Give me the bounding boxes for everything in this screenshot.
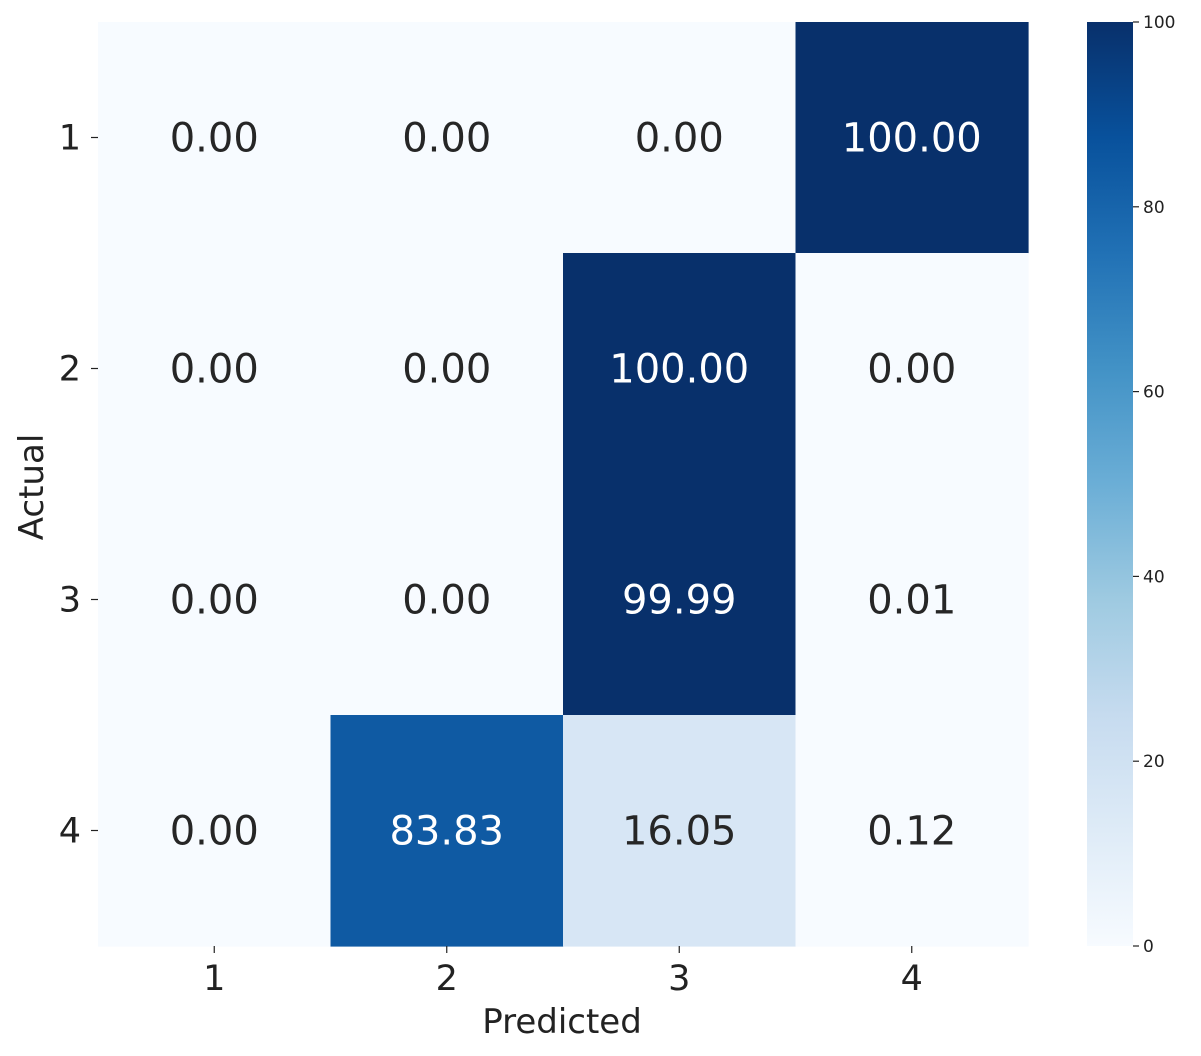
y-tick-label: 4: [59, 812, 81, 852]
heatmap-cell-r2-c1: [98, 253, 332, 485]
heatmap-cell-r1-c3: [563, 22, 797, 254]
cell-value-label: 16.05: [622, 809, 737, 855]
cell-value-label: 0.00: [170, 347, 259, 393]
x-axis-label: Predicted: [482, 1002, 642, 1042]
heatmap-cell-r2-c3: [563, 253, 797, 485]
cell-value-label: 100.00: [842, 116, 982, 162]
x-tick-label: 1: [203, 959, 225, 999]
heatmap-cell-r1-c1: [98, 22, 332, 254]
x-axis-ticks: 1 2 3 4: [203, 946, 923, 999]
heatmap-cell-labels: 0.00 0.00 0.00 100.00 0.00 0.00 100.00 0.00 0.00…: [170, 116, 982, 855]
heatmap-cell-r1-c2: [330, 22, 564, 254]
cell-value-label: 0.00: [402, 347, 491, 393]
colorbar-tick-label: 0: [1143, 937, 1154, 957]
colorbar-tick-label: 20: [1143, 752, 1165, 772]
cell-value-label: 0.01: [867, 578, 956, 624]
cell-value-label: 0.00: [402, 116, 491, 162]
colorbar-ticks: 0 20 40 60 80 100: [1133, 13, 1175, 957]
cell-value-label: 83.83: [389, 809, 504, 855]
heatmap-cell-r3-c3: [563, 484, 797, 716]
colorbar-tick-label: 80: [1143, 198, 1165, 218]
y-axis-label: Actual: [12, 434, 52, 541]
colorbar: [1087, 22, 1133, 946]
cell-value-label: 0.00: [170, 578, 259, 624]
heatmap-cell-r4-c3: [563, 715, 797, 947]
heatmap-cell-r4-c1: [98, 715, 332, 947]
heatmap-cell-r1-c4: [795, 22, 1029, 254]
cell-value-label: 0.00: [635, 116, 724, 162]
cell-value-label: 0.00: [867, 347, 956, 393]
cell-value-label: 100.00: [609, 347, 749, 393]
y-tick-label: 1: [59, 119, 81, 159]
heatmap-cell-r2-c4: [795, 253, 1029, 485]
y-tick-label: 2: [59, 350, 81, 390]
colorbar-tick-label: 100: [1143, 13, 1175, 33]
cell-value-label: 0.00: [170, 809, 259, 855]
colorbar-tick-label: 60: [1143, 383, 1165, 403]
y-tick-label: 3: [59, 581, 81, 621]
heatmap-cell-r2-c2: [330, 253, 564, 485]
heatmap-cell-r4-c4: [795, 715, 1029, 947]
heatmap-cell-r3-c4: [795, 484, 1029, 716]
heatmap-cells: [98, 22, 1029, 947]
x-tick-label: 2: [436, 959, 458, 999]
cell-value-label: 0.00: [170, 116, 259, 162]
cell-value-label: 0.00: [402, 578, 491, 624]
heatmap-cell-r3-c2: [330, 484, 564, 716]
cell-value-label: 99.99: [622, 578, 737, 624]
heatmap-cell-r3-c1: [98, 484, 332, 716]
y-axis-ticks: 1 2 3 4: [59, 119, 98, 852]
x-tick-label: 3: [668, 959, 690, 999]
x-tick-label: 4: [901, 959, 923, 999]
colorbar-tick-label: 40: [1143, 567, 1165, 587]
heatmap-cell-r4-c2: [330, 715, 564, 947]
cell-value-label: 0.12: [867, 809, 956, 855]
